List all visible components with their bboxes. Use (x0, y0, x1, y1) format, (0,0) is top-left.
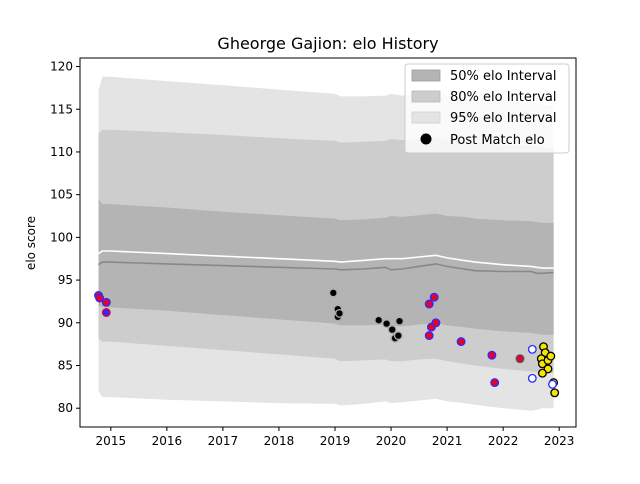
x-tick-label: 2021 (432, 434, 463, 448)
post-match-elo-point (490, 378, 500, 388)
median-elo-line (98, 261, 554, 275)
post-match-elo-point (550, 388, 560, 398)
post-match-elo-point (101, 297, 111, 307)
y-tick-label: 115 (50, 102, 73, 116)
post-match-elo-point (548, 379, 557, 389)
post-match-elo-point (374, 315, 384, 325)
y-tick-label: 90 (58, 316, 73, 330)
y-tick-label: 85 (58, 359, 73, 373)
post-match-elo-point (546, 351, 556, 361)
legend-label-50: 50% elo Interval (450, 69, 557, 84)
legend-frame (404, 63, 570, 154)
legend-label-post-match: Post Match elo (450, 133, 545, 148)
chart-title: Gheorge Gajion: elo History (217, 34, 438, 53)
post-match-elo-point (515, 354, 525, 364)
post-match-elo-point (456, 337, 466, 347)
x-tick-label: 2017 (208, 434, 239, 448)
x-tick-label: 2019 (320, 434, 351, 448)
y-tick-label: 110 (50, 145, 73, 159)
post-match-elo-point (101, 308, 111, 317)
x-tick-label: 2022 (488, 434, 519, 448)
post-match-elo-point (429, 292, 439, 302)
y-tick-label: 100 (50, 230, 73, 244)
legend-swatch-50 (411, 69, 441, 82)
legend-swatch-80 (411, 90, 441, 103)
legend-label-95: 95% elo Interval (450, 111, 557, 126)
mean-elo-line (98, 250, 554, 269)
post-match-elo-point (328, 288, 338, 298)
x-tick-label: 2020 (376, 434, 407, 448)
x-tick-label: 2015 (96, 434, 127, 448)
post-match-elo-point (382, 319, 392, 329)
plot-frame (79, 57, 577, 428)
band-50-interval (98, 198, 554, 335)
post-match-elo-point (387, 325, 397, 335)
legend-swatch-95 (411, 111, 441, 124)
y-tick-label: 95 (58, 273, 73, 287)
y-tick-label: 105 (50, 188, 73, 202)
post-match-elo-point (395, 316, 404, 326)
post-match-elo-point (95, 293, 105, 303)
post-match-elo-point (393, 331, 403, 341)
post-match-elo-point (487, 350, 497, 360)
x-tick-label: 2023 (544, 434, 575, 448)
y-tick-label: 120 (50, 60, 73, 74)
y-tick-label: 80 (58, 401, 73, 415)
x-tick-label: 2016 (152, 434, 183, 448)
post-match-elo-point (527, 344, 537, 354)
post-match-elo-point (335, 308, 344, 318)
legend-label-80: 80% elo Interval (450, 90, 557, 105)
post-match-elo-point (424, 331, 434, 341)
post-match-elo-point (424, 299, 434, 309)
y-axis-label: elo score (24, 216, 38, 270)
legend-marker-post-match (420, 133, 432, 145)
legend: 50% elo Interval 80% elo Interval 95% el… (404, 63, 570, 154)
post-match-elo-point (537, 368, 547, 378)
post-match-elo-point (527, 373, 537, 383)
post-match-elo-point (431, 318, 441, 328)
plot-area: 2015 2016 2017 2018 2019 2020 2021 2022 2023 80 85… (50, 57, 577, 448)
x-tick-label: 2018 (264, 434, 295, 448)
